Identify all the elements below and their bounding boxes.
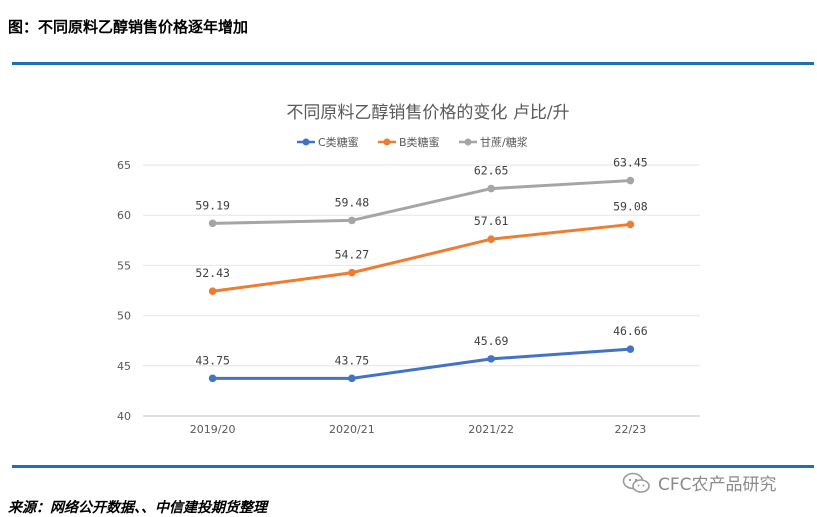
- y-tick-label: 45: [117, 360, 131, 373]
- data-point: [348, 268, 356, 277]
- y-tick-label: 55: [117, 259, 131, 272]
- x-tick-label: 22/23: [615, 423, 647, 436]
- data-label: 57.61: [474, 214, 509, 228]
- series-line-1: [211, 222, 632, 293]
- watermark: CFC农产品研究: [622, 470, 777, 495]
- data-label: 59.08: [613, 199, 648, 213]
- x-tick-label: 2019/20: [190, 423, 236, 436]
- data-label: 43.75: [335, 353, 370, 367]
- data-label: 43.75: [195, 353, 230, 367]
- x-tick-label: 2020/21: [329, 423, 375, 436]
- series-line-2: [211, 179, 632, 225]
- source-note: 来源：网络公开数据、、中信建投期货整理: [8, 500, 267, 516]
- data-label: 46.66: [613, 324, 648, 338]
- y-tick-label: 40: [117, 410, 131, 423]
- legend-label-1: B类糖蜜: [399, 135, 440, 149]
- data-point: [208, 287, 217, 296]
- legend-marker-0: [302, 138, 310, 146]
- series-line-0: [211, 347, 632, 380]
- top-divider: [12, 62, 814, 65]
- wechat-icon: [622, 472, 650, 493]
- legend-marker-1: [383, 138, 391, 146]
- data-point: [348, 216, 356, 225]
- data-label: 59.48: [335, 195, 370, 209]
- data-label: 59.19: [195, 198, 230, 212]
- data-point: [487, 184, 495, 193]
- chart-title: 不同原料乙醇销售价格的变化 卢比/升: [286, 103, 569, 123]
- y-tick-label: 65: [117, 159, 131, 172]
- y-tick-label: 50: [117, 310, 131, 323]
- data-point: [208, 219, 217, 228]
- figure-title: 图：不同原料乙醇销售价格逐年增加: [8, 18, 249, 36]
- x-tick-label: 2021/22: [468, 423, 514, 436]
- data-label: 63.45: [613, 156, 648, 170]
- legend-marker-2: [464, 138, 472, 146]
- data-point: [487, 235, 495, 243]
- legend-label-2: 甘蔗/糖浆: [480, 135, 528, 149]
- watermark-text: CFC农产品研究: [658, 475, 777, 495]
- data-point: [626, 345, 635, 353]
- data-label: 52.43: [195, 266, 230, 280]
- data-point: [487, 355, 495, 363]
- legend-label-0: C类糖蜜: [318, 135, 359, 149]
- data-point: [208, 374, 217, 383]
- data-point: [626, 220, 635, 229]
- bottom-divider: [12, 465, 814, 468]
- line-chart: 不同原料乙醇销售价格的变化 卢比/升 C类糖蜜 B类糖蜜 甘蔗/糖浆 40 45 50 55 6…: [117, 103, 700, 436]
- y-tick-label: 60: [117, 209, 131, 222]
- data-point: [626, 176, 635, 185]
- data-label: 45.69: [474, 334, 509, 348]
- data-label: 54.27: [335, 248, 370, 262]
- data-label: 62.65: [474, 164, 509, 178]
- data-point: [348, 374, 356, 383]
